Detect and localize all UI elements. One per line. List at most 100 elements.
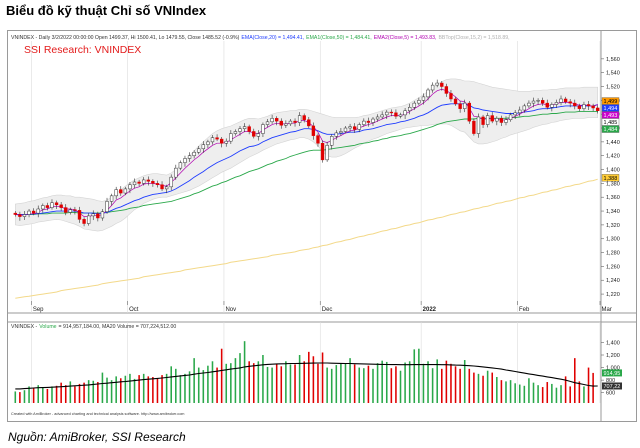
candle-body xyxy=(518,110,521,113)
candle-body xyxy=(41,206,44,209)
volume-tag: 914,95 xyxy=(602,369,622,377)
candle-body xyxy=(468,103,471,121)
volume-bar xyxy=(583,386,585,403)
candle-body xyxy=(83,219,86,223)
volume-bar xyxy=(413,349,415,403)
volume-bar xyxy=(391,368,393,403)
candle-body xyxy=(459,104,462,109)
price-tag: 1,493 xyxy=(602,112,619,120)
candle-body xyxy=(408,107,411,110)
volume-bar xyxy=(354,364,356,403)
volume-bar xyxy=(478,374,480,403)
candle-body xyxy=(55,203,58,205)
volume-bar xyxy=(501,380,503,403)
volume-bar xyxy=(574,358,576,403)
volume-bar xyxy=(47,389,49,403)
volume-tag: 707,22 xyxy=(602,382,622,390)
volume-bar xyxy=(326,368,328,403)
page-title: Biểu đồ kỹ thuật Chỉ số VNIndex xyxy=(6,3,206,18)
volume-bar xyxy=(65,385,67,403)
candle-body xyxy=(560,99,563,102)
volume-bar xyxy=(542,387,544,403)
candle-body xyxy=(151,181,154,183)
candle-body xyxy=(206,142,209,145)
volume-bar xyxy=(258,361,260,403)
candle-body xyxy=(344,128,347,131)
candle-body xyxy=(298,116,301,123)
candle-body xyxy=(587,105,590,106)
candle-body xyxy=(385,112,388,115)
candle-body xyxy=(275,118,278,121)
volume-bar xyxy=(276,364,278,403)
candle-body xyxy=(454,99,457,104)
volume-header: VNINDEX - Volume = 914,957,184.00, MA20 Vo… xyxy=(11,324,176,330)
volume-header-part: Volume xyxy=(39,324,56,330)
volume-header-part: = 914,957,184.00, MA20 Volume = 707,224,… xyxy=(59,324,177,330)
volume-bar xyxy=(125,376,127,403)
volume-bar xyxy=(285,361,287,403)
candle-body xyxy=(427,90,430,97)
volume-bar xyxy=(528,378,530,403)
candle-body xyxy=(156,183,159,184)
candle-body xyxy=(537,100,540,101)
volume-bar xyxy=(161,375,163,403)
price-header-part: EMA(Close,20) = 1,494.41, xyxy=(241,35,304,41)
price-tag-label: 1,484 xyxy=(604,127,618,133)
candle-body xyxy=(23,215,26,217)
x-tick-label: Mar xyxy=(602,307,612,313)
candle-body xyxy=(527,103,530,106)
candle-body xyxy=(330,136,333,145)
volume-bar xyxy=(79,384,81,403)
volume-bar xyxy=(514,383,516,403)
volume-bar xyxy=(212,361,214,403)
volume-bar xyxy=(102,373,104,403)
candle-body xyxy=(436,83,439,85)
candle-body xyxy=(119,190,122,193)
volume-bar xyxy=(455,366,457,403)
volume-bar xyxy=(569,386,571,403)
candle-body xyxy=(573,103,576,106)
technical-chart: SSI Research: VNINDEX VNINDEX - Daily 3/… xyxy=(8,31,636,421)
volume-bar xyxy=(491,373,493,403)
price-tag: 1,388 xyxy=(602,174,619,182)
candle-body xyxy=(592,106,595,108)
volume-bar xyxy=(446,361,448,403)
volume-bar xyxy=(15,391,17,403)
candle-body xyxy=(431,85,434,90)
price-tick-label: 1,260 xyxy=(606,264,620,270)
candle-body xyxy=(142,180,145,183)
volume-bar xyxy=(19,392,21,403)
candle-body xyxy=(87,216,90,224)
volume-bar xyxy=(487,371,489,403)
volume-bar xyxy=(418,349,420,403)
price-tag-label: 1,388 xyxy=(604,176,618,182)
volume-bar xyxy=(592,373,594,403)
volume-bar xyxy=(152,377,154,403)
volume-bar xyxy=(546,382,548,403)
candle-body xyxy=(417,100,420,103)
volume-bar xyxy=(317,364,319,403)
price-tag-label: 1,494 xyxy=(604,106,618,112)
candle-body xyxy=(289,121,292,124)
volume-bar xyxy=(106,378,108,403)
candle-body xyxy=(596,108,599,111)
volume-bar xyxy=(427,361,429,403)
candle-body xyxy=(376,117,379,119)
candle-body xyxy=(138,182,141,183)
volume-bar xyxy=(482,376,484,403)
volume-bar xyxy=(349,358,351,403)
candle-body xyxy=(252,131,255,136)
candle-body xyxy=(225,141,228,143)
candle-body xyxy=(197,149,200,152)
candle-body xyxy=(28,211,31,214)
volume-bar xyxy=(88,380,90,403)
candle-body xyxy=(303,116,306,120)
volume-bar xyxy=(377,363,379,403)
volume-bar xyxy=(193,358,195,403)
price-tick-label: 1,360 xyxy=(606,195,620,201)
footer-credit: Created with AmiBroker - advanced charti… xyxy=(11,412,184,416)
candle-body xyxy=(46,206,49,208)
candle-body xyxy=(321,143,324,160)
volume-bar xyxy=(409,361,411,403)
chart-frame: SSI Research: VNINDEX VNINDEX - Daily 3/… xyxy=(7,30,637,422)
